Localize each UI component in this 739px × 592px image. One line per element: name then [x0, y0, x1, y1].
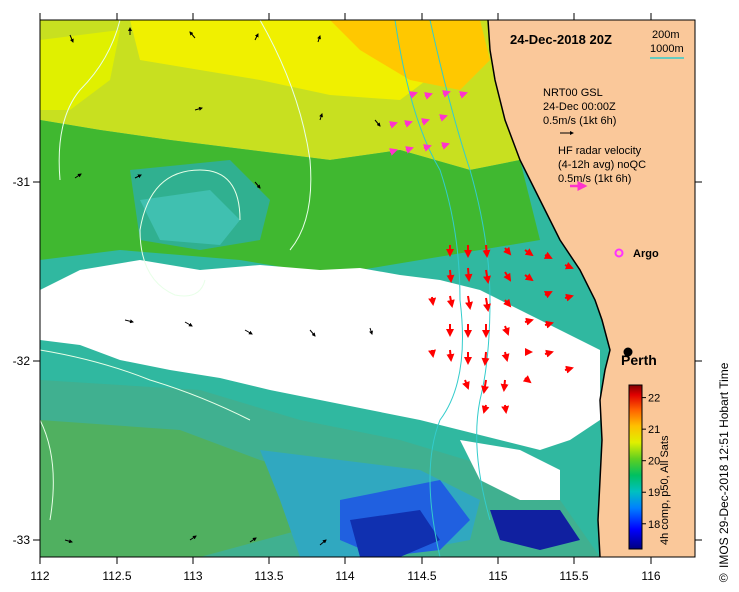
x-tick-label: 114 [335, 569, 354, 583]
sst-field [40, 20, 695, 557]
radar-legend-line2: (4-12h avg) noQC [558, 159, 646, 171]
gsl-legend-line3: 0.5m/s (1kt 6h) [543, 115, 616, 127]
perth-marker [623, 347, 633, 357]
depth-legend-1000: 1000m [650, 43, 684, 55]
x-tick-label: 115.5 [559, 569, 588, 583]
timestamp-side-text: IMOS 29-Dec-2018 12:51 Hobart Time [717, 362, 731, 568]
copyright-icon: © [719, 571, 728, 585]
x-tick-label: 115 [488, 569, 507, 583]
x-axis: 112 112.5 113 113.5 114 114.5 115 115.5 116 [30, 13, 661, 583]
x-tick-label: 113.5 [254, 569, 283, 583]
coastline [487, 20, 611, 557]
colorbar [628, 384, 643, 550]
y-axis: -31 -32 -33 [13, 175, 702, 547]
y-tick-label: -31 [13, 175, 31, 189]
x-tick-label: 113 [183, 569, 202, 583]
radar-legend-line3: 0.5m/s (1kt 6h) [558, 173, 631, 185]
y-tick-label: -32 [13, 354, 31, 368]
colorbar-tick-label: 19 [648, 487, 660, 499]
colorbar-tick-label: 20 [648, 456, 660, 468]
colorbar-ticks: 18 19 20 21 22 [642, 393, 660, 531]
contour-1000m [394, 20, 463, 557]
land-mass [488, 20, 695, 557]
radar-vectors-south [428, 244, 574, 414]
plot-frame [39, 19, 696, 558]
argo-label: Argo [633, 248, 659, 260]
x-tick-label: 114.5 [407, 569, 436, 583]
colorbar-caption: 4h comp, p50, All Sats [659, 435, 671, 545]
x-tick-label: 112.5 [102, 569, 131, 583]
gsl-legend-line1: NRT00 GSL [543, 87, 603, 99]
x-tick-label: 112 [30, 569, 49, 583]
colorbar-tick-label: 22 [648, 393, 660, 405]
x-tick-label: 116 [641, 569, 660, 583]
contour-200m [429, 20, 491, 521]
colorbar-tick-label: 21 [648, 424, 660, 436]
radar-legend-line1: HF radar velocity [558, 145, 642, 157]
gsl-legend-line2: 24-Dec 00:00Z [543, 101, 616, 113]
radar-vectors-north [389, 90, 468, 156]
colorbar-tick-label: 18 [648, 519, 660, 531]
y-tick-label: -33 [13, 533, 31, 547]
argo-marker [614, 248, 624, 258]
map-title: 24-Dec-2018 20Z [510, 32, 612, 47]
depth-legend-200: 200m [652, 29, 680, 41]
perth-label: Perth [621, 352, 657, 368]
gsl-vectors [64, 27, 381, 546]
